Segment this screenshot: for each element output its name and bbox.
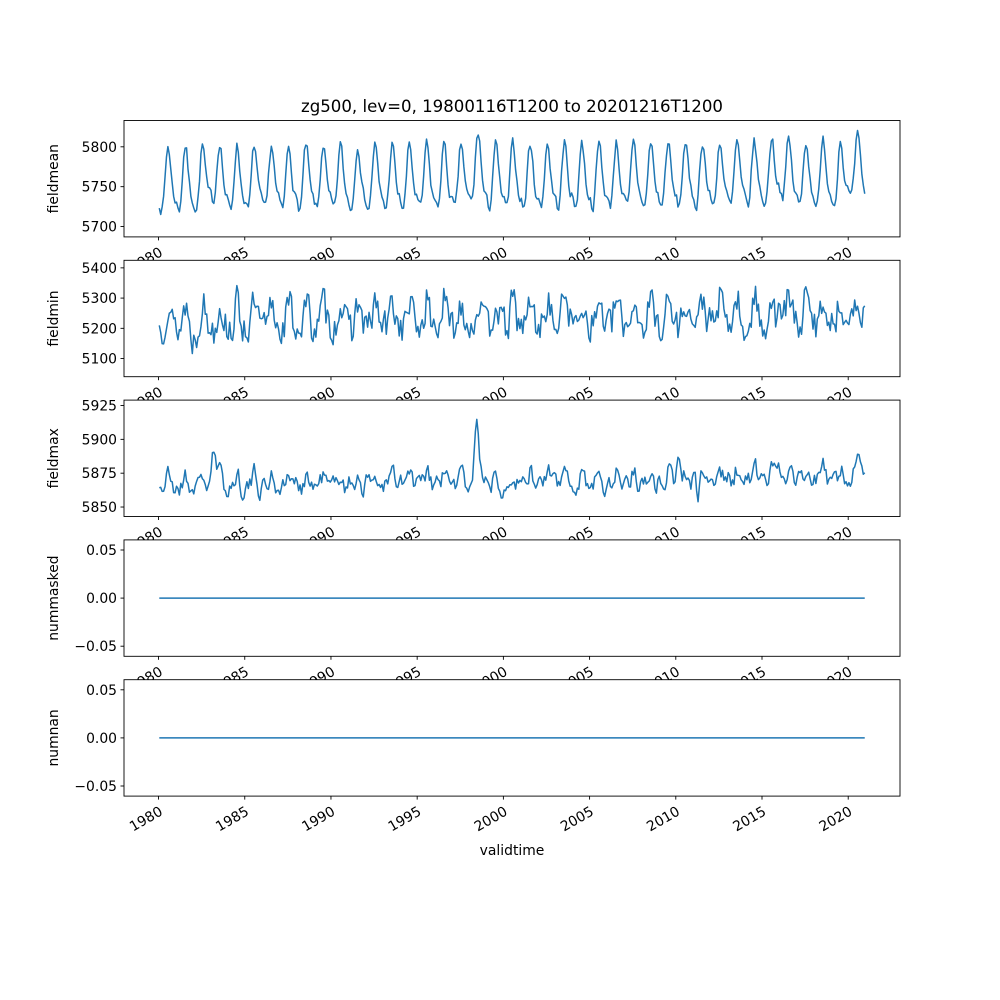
- axes-background: [124, 260, 900, 377]
- x-tick-label: 2005: [558, 804, 597, 836]
- axes-frame: [123, 120, 901, 238]
- y-tick-label: 5750: [82, 180, 117, 196]
- x-tick-label: 1980: [127, 804, 166, 836]
- line-series: [159, 418, 866, 503]
- y-tick-label: 0.05: [86, 543, 117, 559]
- line-series: [158, 284, 866, 355]
- y-tick-label: 5400: [82, 261, 117, 277]
- x-tick-label: 2000: [472, 804, 511, 836]
- y-tick-label: 0.00: [86, 731, 117, 747]
- y-tick-label: −0.05: [74, 779, 117, 795]
- y-tick-label: 0.05: [86, 683, 117, 699]
- y-tick-label: −0.05: [74, 639, 117, 655]
- y-tick-label: 5700: [82, 220, 117, 236]
- y-tick-label: 5850: [82, 500, 117, 516]
- x-tick-label: 1985: [213, 804, 252, 836]
- x-axis-title: validtime: [479, 843, 545, 859]
- x-tick-label: 2020: [817, 804, 856, 836]
- line-series: [158, 129, 866, 216]
- chart-title: zg500, lev=0, 19800116T1200 to 20201216T…: [301, 97, 723, 116]
- x-tick-label: 1995: [386, 804, 425, 836]
- y-tick-label: 5925: [82, 399, 117, 415]
- x-tick-label: 1990: [299, 804, 338, 836]
- axes-frame: [123, 399, 901, 517]
- subplot-numnan: 0.05 0.00 −0.05 numnan 1980 1985 1990 1995 2000 2…: [46, 679, 901, 836]
- axes-background: [124, 400, 900, 517]
- y-tick-label: 5200: [82, 321, 117, 337]
- y-axis-label: fieldmean: [46, 144, 62, 213]
- y-tick-label: 5300: [82, 291, 117, 307]
- y-tick-label: 5875: [82, 466, 117, 482]
- y-axis-label: nummasked: [46, 555, 62, 640]
- y-tick-label: 5800: [82, 140, 117, 156]
- x-tick-label: 2015: [730, 804, 769, 836]
- x-tick-label: 2010: [644, 804, 683, 836]
- y-axis-label: fieldmin: [46, 290, 62, 346]
- axes-frame: [123, 259, 901, 378]
- y-axis-label: fieldmax: [46, 428, 62, 488]
- y-tick-label: 5900: [82, 432, 117, 448]
- y-tick-label: 0.00: [86, 591, 117, 607]
- y-axis-label: numnan: [46, 709, 62, 766]
- y-tick-label: 5100: [82, 352, 117, 368]
